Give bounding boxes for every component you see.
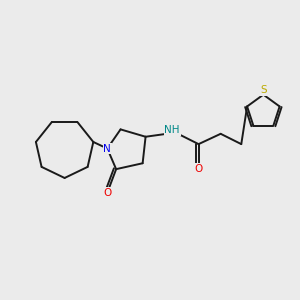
Text: O: O — [103, 188, 111, 198]
Text: NH: NH — [164, 125, 180, 135]
Text: S: S — [260, 85, 267, 95]
Text: N: N — [103, 143, 111, 154]
Text: O: O — [194, 164, 203, 174]
